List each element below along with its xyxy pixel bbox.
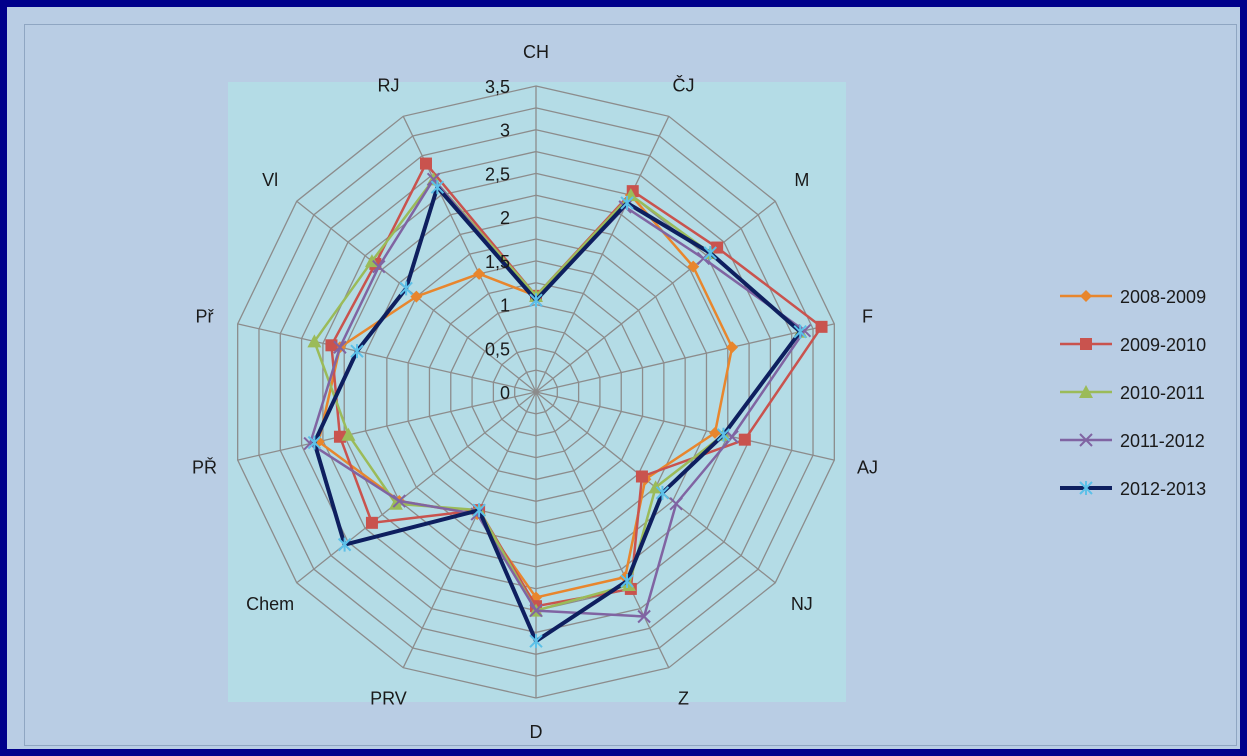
category-label: Z	[678, 688, 689, 708]
category-labels: CH ČJ M F AJ NJ Z D PRV Chem PŘ Př Vl RJ	[192, 42, 878, 742]
legend-marker	[1080, 290, 1092, 302]
tick-label: 2	[500, 208, 510, 228]
data-point	[392, 494, 406, 508]
data-point	[793, 324, 807, 339]
legend-item: 2012-2013	[1060, 479, 1206, 499]
data-point	[703, 245, 718, 260]
data-point	[399, 281, 413, 296]
legend-label: 2011-2012	[1120, 431, 1205, 451]
series-2012-2013	[307, 180, 807, 649]
data-point	[372, 259, 386, 274]
tick-label: 3	[500, 121, 510, 141]
category-label: Př	[196, 306, 215, 326]
data-point	[621, 577, 636, 591]
data-point	[529, 634, 543, 649]
series-2011-2012	[303, 172, 812, 624]
legend-item: 2011-2012	[1060, 431, 1205, 451]
grid-spoke	[535, 391, 835, 461]
legend-label: 2012-2013	[1120, 479, 1206, 499]
series-2008-2009	[312, 189, 739, 604]
tick-label: 3,5	[485, 77, 510, 97]
data-point	[419, 157, 432, 170]
category-label: PRV	[370, 688, 407, 708]
grid-spoke	[402, 391, 537, 668]
grid-spoke	[535, 200, 776, 393]
radar-grid	[237, 85, 835, 699]
data-point	[620, 195, 634, 210]
data-point	[341, 427, 356, 441]
category-label: RJ	[377, 76, 399, 96]
data-point	[620, 574, 634, 589]
data-point	[725, 430, 739, 444]
data-point	[307, 435, 322, 450]
legend-marker	[1079, 481, 1093, 495]
category-label: PŘ	[192, 458, 217, 478]
data-point	[307, 334, 322, 348]
category-label: CH	[523, 42, 549, 62]
legend-marker	[1079, 385, 1093, 398]
legend-label: 2008-2009	[1120, 287, 1206, 307]
data-point	[410, 290, 423, 303]
tick-label: 0	[500, 383, 510, 403]
tick-label: 1,5	[485, 252, 510, 272]
legend-item: 2010-2011	[1060, 383, 1205, 403]
data-point	[687, 260, 700, 273]
radial-tick-labels: 0 0,5 1 1,5 2 2,5 3 3,5	[485, 77, 510, 403]
tick-label: 2,5	[485, 164, 510, 184]
grid-spoke	[237, 323, 537, 393]
category-label: AJ	[857, 458, 878, 478]
data-point	[726, 341, 739, 354]
category-label: ČJ	[673, 75, 695, 96]
category-label: Vl	[262, 170, 278, 190]
data-point	[815, 320, 828, 333]
data-point	[350, 344, 364, 359]
category-label: M	[794, 170, 809, 190]
data-point	[325, 339, 338, 352]
data-point	[365, 516, 378, 529]
legend-item: 2009-2010	[1060, 335, 1206, 355]
tick-label: 1	[500, 296, 510, 316]
legend-marker	[1080, 338, 1092, 350]
legend: 2008-2009 2009-2010 2010-2011 2011-2012 2012…	[1060, 287, 1206, 499]
data-point	[655, 485, 670, 500]
legend-label: 2010-2011	[1120, 383, 1205, 403]
grid-spoke	[535, 323, 835, 393]
category-label: D	[530, 722, 543, 742]
series-layer	[303, 157, 828, 649]
grid-spoke	[535, 116, 670, 393]
data-point	[337, 537, 352, 552]
grid-spoke	[535, 391, 670, 668]
data-point	[529, 603, 543, 618]
data-point	[472, 503, 486, 518]
data-point	[716, 427, 731, 442]
grid-spoke	[237, 391, 537, 461]
tick-label: 0,5	[485, 339, 510, 359]
category-label: NJ	[791, 594, 813, 614]
grid-spoke	[296, 391, 537, 584]
data-point	[669, 497, 683, 511]
data-point	[738, 433, 751, 446]
legend-label: 2009-2010	[1120, 335, 1206, 355]
data-point	[430, 180, 445, 195]
legend-item: 2008-2009	[1060, 287, 1206, 307]
data-point	[635, 470, 648, 483]
category-label: F	[862, 306, 873, 326]
category-label: Chem	[246, 594, 294, 614]
data-point	[529, 293, 543, 308]
data-point	[637, 609, 651, 624]
legend-marker	[1079, 433, 1093, 447]
data-point	[473, 267, 486, 280]
data-point	[333, 340, 347, 354]
